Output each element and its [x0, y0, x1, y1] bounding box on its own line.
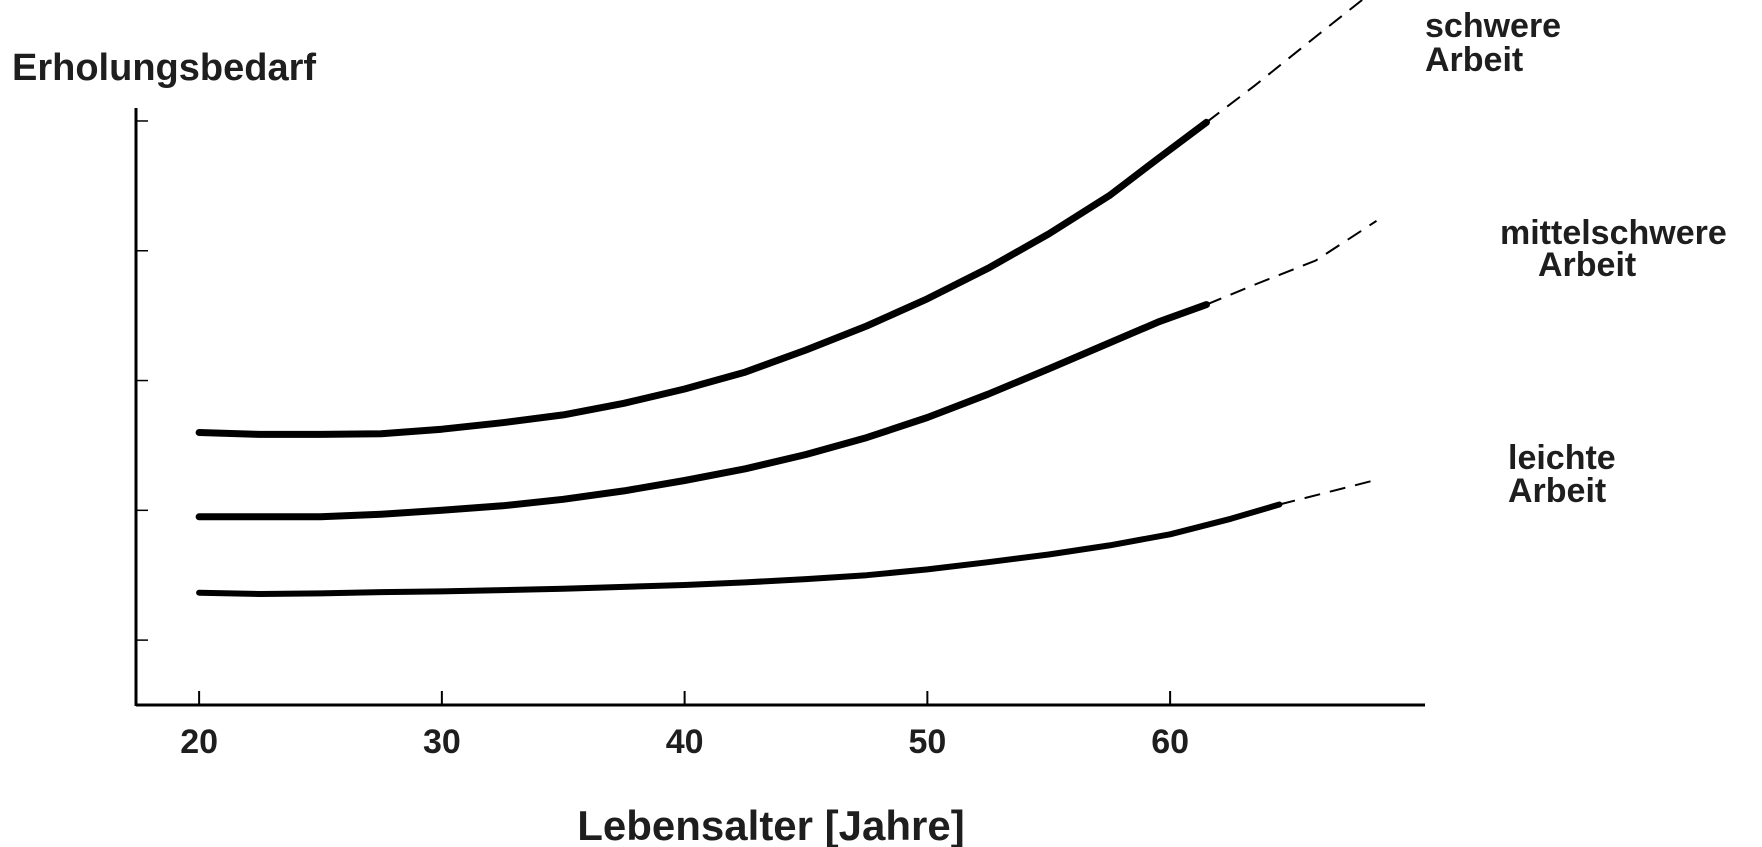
x-tick-label-40: 40	[666, 723, 704, 761]
series-projection-leichte	[1279, 478, 1377, 506]
y-axis-label: Erholungsbedarf	[12, 47, 316, 89]
series-line-leichte	[196, 501, 1283, 597]
series-label-leichte-line1: leichte	[1508, 439, 1616, 477]
series-line-mittelschwere	[195, 301, 1210, 521]
series-label-leichte-line2: Arbeit	[1508, 472, 1606, 510]
x-tick-label-50: 50	[908, 723, 946, 761]
x-tick-label-20: 20	[180, 723, 218, 761]
series-label-schwere-line2: Arbeit	[1425, 41, 1523, 79]
x-tick-label-30: 30	[423, 723, 461, 761]
series-label-mittelschwere-line1: mittelschwere	[1500, 214, 1727, 252]
series-projection-mittelschwere	[1206, 220, 1378, 306]
series-label-mittelschwere-line2: Arbeit	[1538, 246, 1636, 284]
series-label-schwere-line1: schwere	[1425, 7, 1561, 45]
y-ticks	[136, 120, 148, 641]
x-axis-label: Lebensalter [Jahre]	[577, 802, 964, 847]
x-ticks: 20 30 40 50 60	[180, 691, 1189, 761]
x-tick-label-60: 60	[1151, 723, 1189, 761]
series-projection-schwere	[1205, 0, 1364, 124]
series-line-schwere	[195, 118, 1210, 438]
series-lines	[195, 0, 1378, 597]
